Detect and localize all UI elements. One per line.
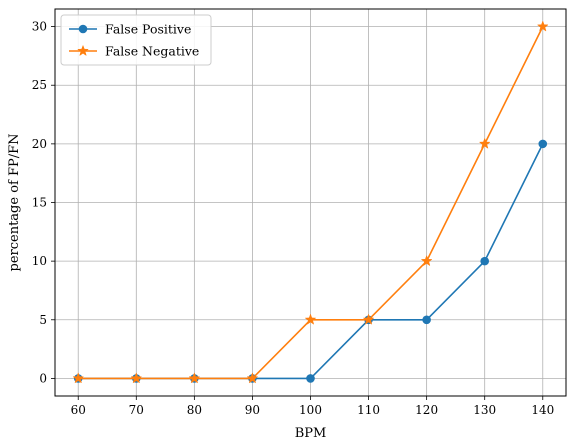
- y-axis-ticks: 0 5 10 15 20 25 30: [32, 20, 55, 385]
- x-tick-label: 130: [473, 403, 496, 417]
- x-tick-label: 90: [245, 403, 260, 417]
- y-tick-label: 0: [39, 371, 47, 385]
- legend-item: False Positive: [69, 22, 191, 37]
- y-axis-label: percentage of FP/FN: [7, 133, 22, 271]
- x-axis-ticks: 60 70 80 90 100 110 120 130 140: [71, 396, 554, 417]
- x-tick-label: 70: [129, 403, 144, 417]
- x-axis-label: BPM: [295, 426, 327, 441]
- data-point: [538, 139, 548, 149]
- legend-marker: [78, 24, 88, 34]
- grid: [55, 9, 566, 396]
- legend-box: [60, 14, 212, 66]
- y-tick-label: 10: [32, 254, 47, 268]
- legend-item: False Negative: [69, 44, 199, 59]
- x-tick-label: 60: [71, 403, 86, 417]
- y-tick-label: 20: [32, 137, 47, 151]
- y-tick-label: 15: [32, 196, 47, 210]
- legend: False Positive False Negative: [60, 14, 212, 66]
- data-point: [306, 374, 315, 383]
- x-tick-label: 110: [357, 403, 380, 417]
- legend-marker: [77, 44, 89, 57]
- x-tick-label: 80: [187, 403, 202, 417]
- data-point: [362, 313, 375, 325]
- data-point: [188, 372, 201, 384]
- y-tick-label: 5: [39, 313, 47, 327]
- data-point: [130, 372, 143, 384]
- y-tick-label: 30: [32, 20, 47, 34]
- data-point: [536, 20, 549, 32]
- legend-label: False Negative: [105, 44, 199, 59]
- data-point: [72, 372, 85, 384]
- legend-label: False Positive: [105, 22, 191, 37]
- x-tick-label: 100: [299, 403, 322, 417]
- data-point: [304, 313, 317, 325]
- data-point: [478, 137, 491, 149]
- series-2: [72, 20, 549, 384]
- y-tick-label: 25: [32, 78, 47, 92]
- data-point: [422, 315, 431, 325]
- x-tick-label: 140: [531, 403, 554, 417]
- series-layer: [72, 20, 549, 384]
- data-point: [480, 256, 490, 266]
- data-point: [246, 372, 259, 384]
- data-point: [420, 254, 433, 267]
- x-tick-label: 120: [415, 403, 438, 417]
